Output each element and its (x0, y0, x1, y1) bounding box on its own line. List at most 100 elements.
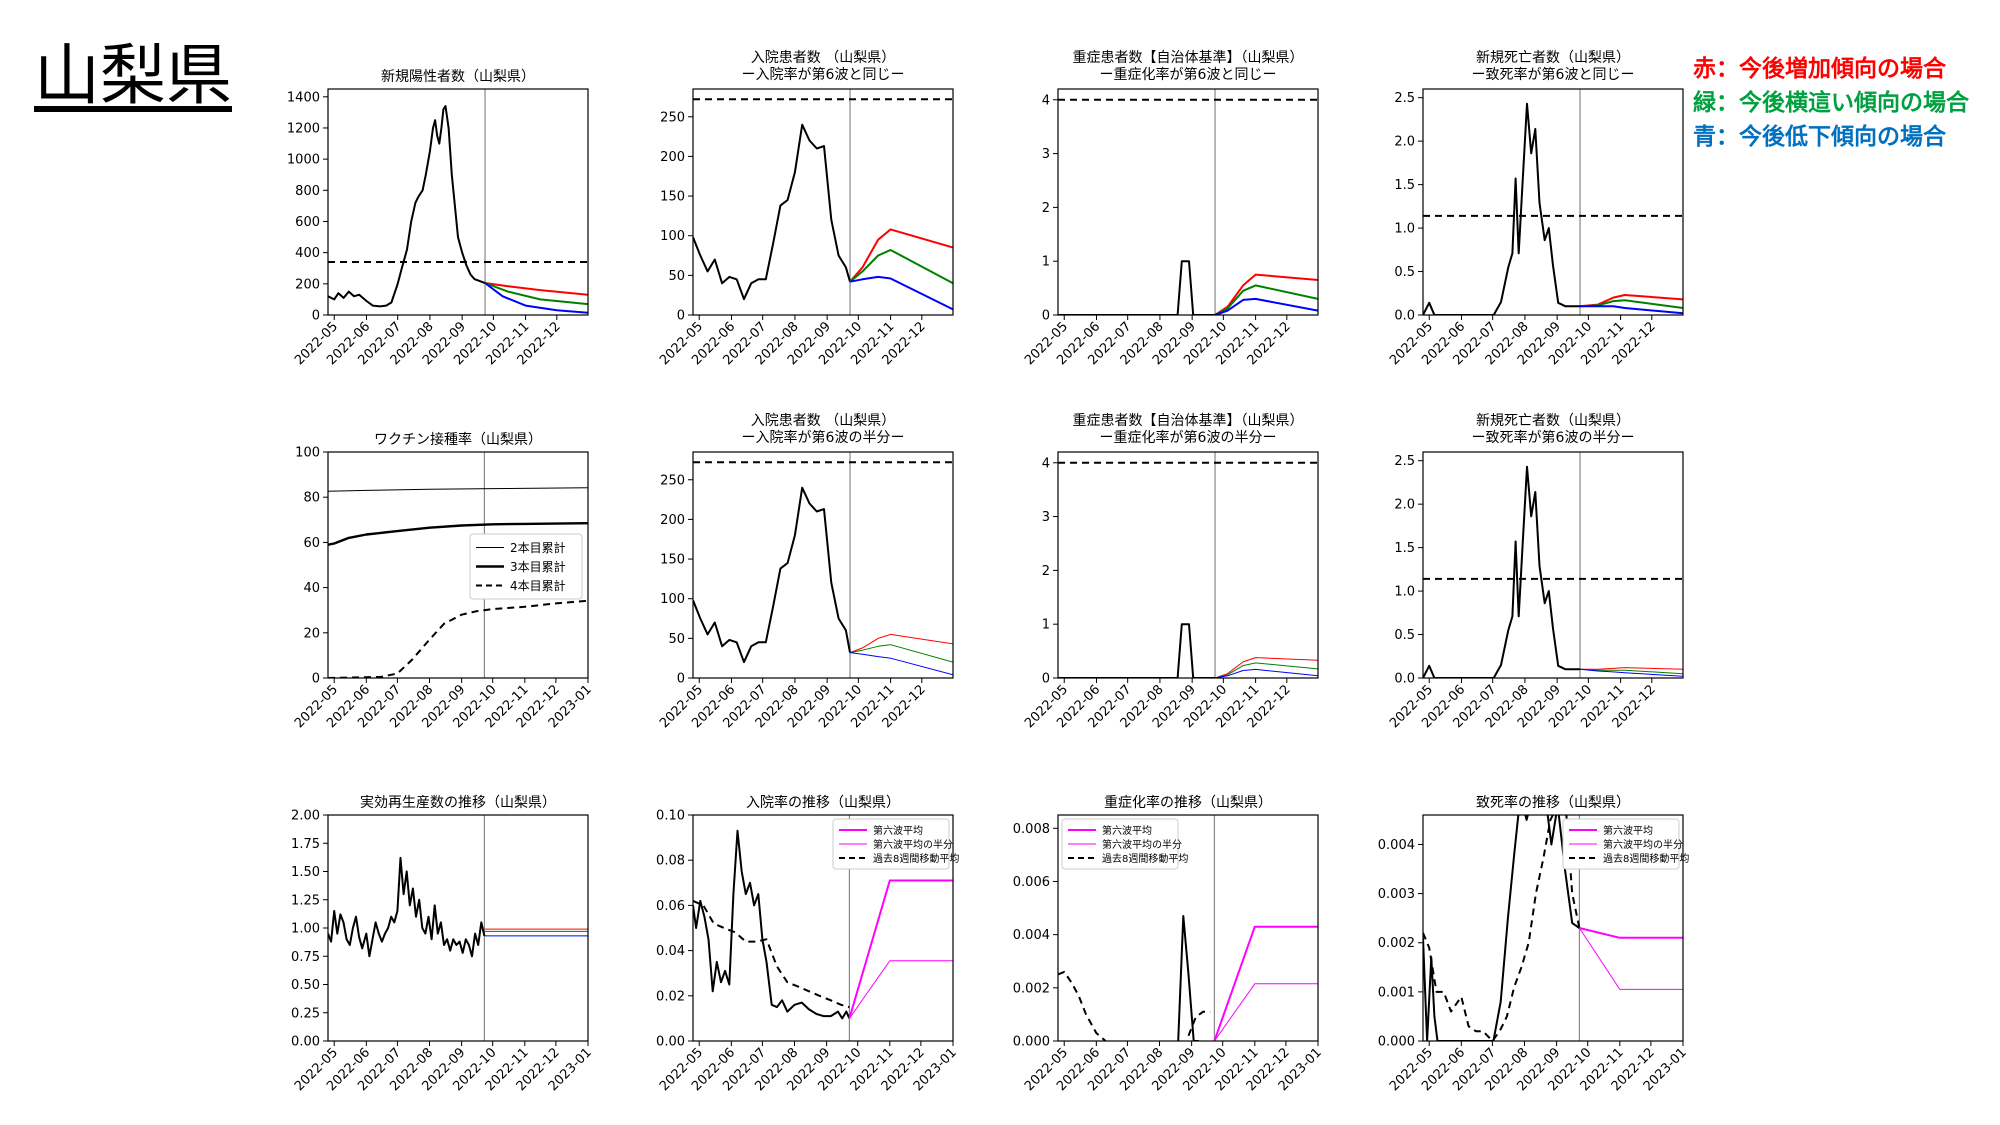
series-line-1 (328, 522, 588, 546)
y-tick-label: 1.5 (1394, 541, 1415, 556)
chart-plot-area (1058, 815, 1318, 1041)
series-line-3 (1580, 305, 1683, 315)
y-tick-label: 80 (303, 491, 320, 506)
chart-subtitle: ー入院率が第6波と同じー (742, 66, 905, 83)
y-tick-label: 0.002 (1378, 936, 1415, 951)
y-tick-label: 250 (660, 473, 685, 488)
series-line-1 (1058, 970, 1107, 1041)
y-tick-label: 1.50 (291, 865, 320, 880)
chart-frame (327, 814, 589, 1042)
chart-title: 入院率の推移（山梨県） (746, 794, 900, 811)
chart-title: 重症患者数【自治体基準】（山梨県） (1073, 412, 1304, 429)
legend-label: 4本目累計 (510, 578, 566, 593)
y-tick-label: 0.003 (1378, 887, 1415, 902)
chart-frame (1422, 88, 1684, 316)
scenario-legend-increase: 赤：今後増加傾向の場合 (1693, 56, 1946, 82)
y-tick-label: 50 (668, 269, 685, 284)
series-line-1 (1580, 667, 1683, 670)
chart-frame (692, 88, 954, 316)
y-tick-label: 800 (295, 184, 320, 199)
y-tick-label: 60 (303, 536, 320, 551)
chart-title: 入院患者数 （山梨県） (751, 413, 895, 429)
legend-label: 2本目累計 (510, 540, 566, 555)
chart-plot-area (1423, 815, 1683, 1041)
y-tick-label: 0.000 (1013, 1035, 1050, 1050)
chart-subtitle: ー重症化率が第6波の半分ー (1100, 429, 1277, 446)
series-line-2 (1214, 662, 1318, 678)
y-tick-label: 0 (312, 672, 320, 687)
series-line-1 (693, 899, 850, 1009)
y-tick-label: 4 (1042, 93, 1050, 108)
series-line-2 (849, 249, 953, 285)
legend-label: 過去8週間移動平均 (1102, 852, 1188, 865)
chart-plot-area (328, 89, 588, 315)
chart-deaths-same: 新規死亡者数（山梨県）ー致死率が第6波と同じー 0.0 0.5 1.0 1.5 2.0 2.… (1387, 50, 1684, 368)
y-tick-label: 0.08 (656, 854, 685, 869)
series-line-4 (1213, 983, 1318, 1041)
legend-label: 過去8週間移動平均 (873, 852, 959, 865)
y-tick-label: 1.75 (291, 837, 320, 852)
series-line-3 (1579, 668, 1683, 677)
y-tick-label: 1.0 (1394, 222, 1415, 237)
y-tick-label: 1200 (287, 121, 320, 136)
chart-frame (327, 88, 589, 316)
series-line-1 (849, 633, 953, 654)
y-tick-label: 3 (1042, 147, 1050, 162)
chart-hosp-rate: 入院率の推移（山梨県）0.000.020.040.060.080.102022-… (656, 794, 960, 1094)
chart-title: 新規死亡者数（山梨県） (1476, 50, 1630, 66)
y-tick-label: 20 (303, 626, 320, 641)
series-line-3 (1213, 925, 1318, 1041)
series-line-0 (1423, 465, 1580, 678)
chart-plot-area (1423, 89, 1683, 315)
series-line-1 (1214, 657, 1318, 678)
y-tick-label: 1400 (287, 90, 320, 105)
y-tick-label: 0.002 (1013, 981, 1050, 996)
chart-plot-area (1058, 452, 1318, 678)
y-tick-label: 1.00 (291, 922, 320, 937)
chart-plot-area (1058, 89, 1318, 315)
y-tick-label: 200 (660, 150, 685, 165)
y-tick-label: 0.00 (291, 1035, 320, 1050)
y-tick-label: 100 (660, 229, 685, 244)
legend-label: 第六波平均 (873, 824, 923, 837)
y-tick-label: 250 (660, 110, 685, 125)
y-tick-label: 400 (295, 246, 320, 261)
series-line-0 (693, 486, 851, 664)
series-line-3 (1578, 927, 1683, 990)
series-line-2 (484, 282, 588, 306)
chart-title: 入院患者数 （山梨県） (751, 50, 895, 66)
y-tick-label: 150 (660, 190, 685, 205)
y-tick-label: 150 (660, 553, 685, 568)
y-tick-label: 0.02 (656, 989, 685, 1004)
y-tick-label: 1000 (287, 153, 320, 168)
chart-rt: 実効再生産数の推移（山梨県） 0.00 0.25 0.50 0.75 1.00 1.25 1.… (291, 795, 595, 1094)
y-tick-label: 0.000 (1378, 1035, 1415, 1050)
y-tick-label: 0.25 (291, 1006, 320, 1021)
scenario-legend-decrease: 青：今後低下傾向の場合 (1693, 124, 1946, 150)
legend-label: 第六波平均の半分 (873, 838, 953, 851)
series-line-0 (328, 487, 588, 492)
series-line-0 (328, 105, 486, 308)
y-tick-label: 2.00 (291, 809, 320, 824)
chart-plot-area (693, 89, 953, 315)
y-tick-label: 0.0 (1394, 309, 1415, 324)
chart-subtitle: ー入院率が第6波の半分ー (742, 429, 905, 446)
legend-label: 第六波平均 (1102, 824, 1152, 837)
series-line-0 (1423, 102, 1580, 315)
chart-frame (692, 451, 954, 679)
series-line-0 (1058, 260, 1215, 315)
series-line-0 (1058, 623, 1215, 678)
series-line-2 (1579, 927, 1683, 939)
chart-deaths-half: 新規死亡者数（山梨県）ー致死率が第6波の半分ー 0.0 0.5 1.0 1.5 2.0 2.… (1387, 413, 1684, 731)
chart-title: 重症患者数【自治体基準】（山梨県） (1073, 49, 1304, 66)
y-tick-label: 0.004 (1013, 928, 1050, 943)
y-tick-label: 0.04 (656, 944, 685, 959)
series-line-0 (693, 123, 851, 301)
y-tick-label: 1 (1042, 255, 1050, 270)
y-tick-label: 2.5 (1394, 91, 1415, 106)
chart-hospitalized-half: 入院患者数 （山梨県）ー入院率が第6波の半分ー05010015020025020… (657, 413, 954, 731)
y-tick-label: 100 (295, 446, 320, 461)
chart-legend-box (1061, 818, 1179, 870)
y-tick-label: 600 (295, 215, 320, 230)
